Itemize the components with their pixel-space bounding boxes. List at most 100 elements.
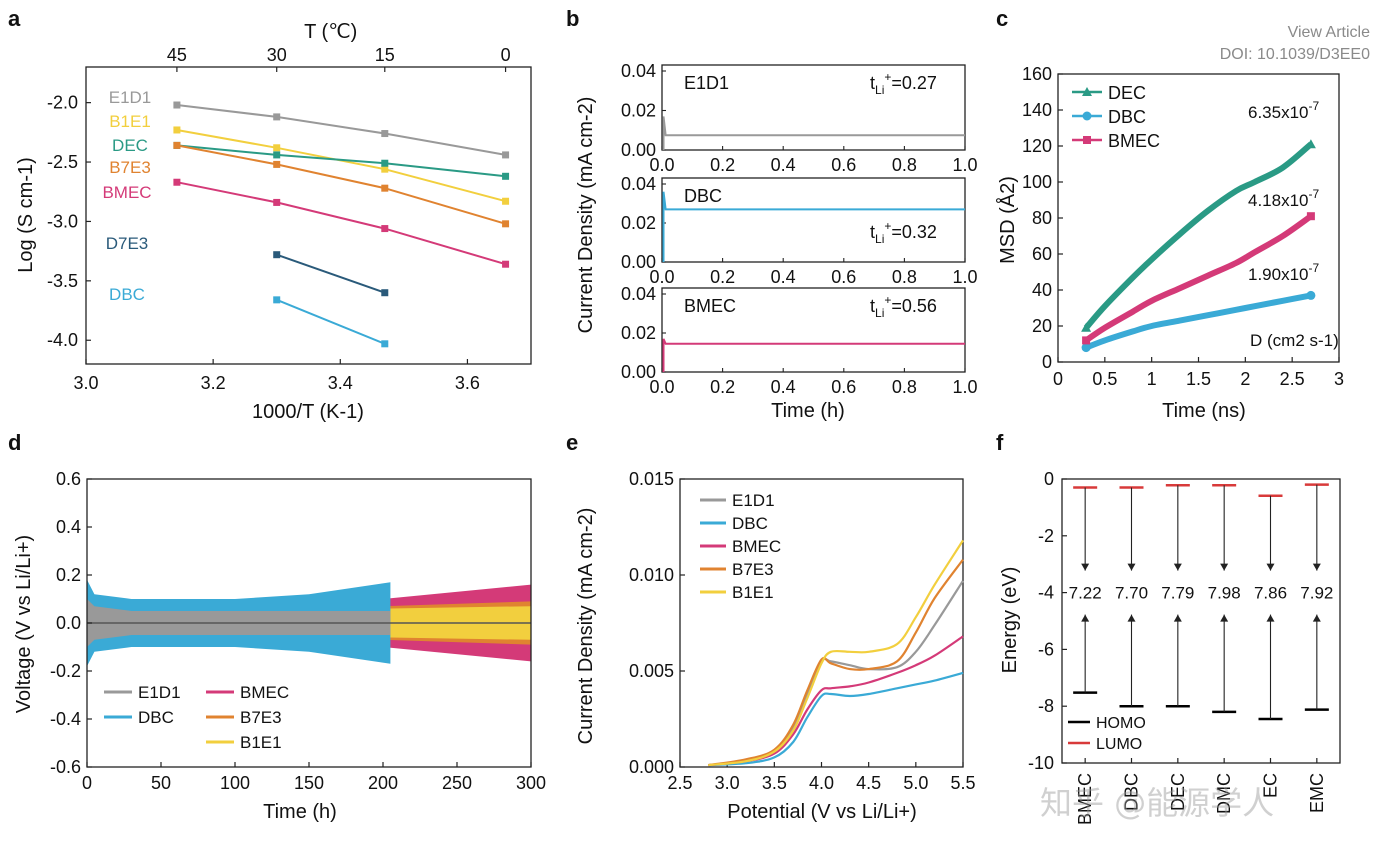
- legend-label-BMEC: BMEC: [732, 537, 781, 556]
- arrow-head-down: [1127, 563, 1136, 571]
- x-axis-title: Time (ns): [1162, 400, 1246, 422]
- transference-label-DBC: tLi+=0.32: [870, 219, 937, 246]
- x-tick-label: 3.5: [762, 773, 787, 793]
- transference-value: =0.32: [891, 222, 937, 242]
- panel-letter: f: [996, 430, 1004, 455]
- arrow-head-up: [1266, 614, 1275, 622]
- y-tick-label: 100: [1022, 172, 1052, 192]
- y-tick-label: 20: [1032, 316, 1052, 336]
- x-axis-title: 1000/T (K-1): [252, 401, 364, 423]
- legend-label-B7E3: B7E3: [240, 708, 282, 727]
- exponent: -7: [1309, 187, 1320, 201]
- series-line-BMEC: [662, 338, 965, 372]
- panel-letter: e: [566, 430, 578, 455]
- panel-letter: a: [8, 6, 21, 31]
- x-tick-label: 200: [368, 773, 398, 793]
- y-tick-label: 0.000: [629, 757, 674, 777]
- x-tick-label: 3.6: [455, 373, 480, 393]
- subscript: Li: [875, 306, 884, 320]
- y-tick-label: 0.6: [56, 469, 81, 489]
- arrow-head-up: [1127, 614, 1136, 622]
- series-line-B7E3: [176, 144, 506, 225]
- x-tick-label: 1: [1147, 369, 1157, 389]
- x-tick-label: 4.0: [809, 773, 834, 793]
- legend-label-DBC: DBC: [732, 514, 768, 533]
- series-label-D7E3: D7E3: [106, 234, 149, 253]
- data-point-BMEC: [1306, 212, 1315, 221]
- data-point-B7E3: [273, 160, 281, 168]
- data-point-DBC: [381, 340, 389, 348]
- x-tick-label: 5.5: [950, 773, 975, 793]
- y-tick-label: -2.5: [47, 152, 78, 172]
- x-tick-label: 0.6: [831, 267, 856, 287]
- y-tick-label: 0.04: [621, 284, 656, 304]
- x-tick-label: 0.0: [649, 155, 674, 175]
- data-point-D7E3: [273, 251, 281, 259]
- y-axis-title: Current Density (mA cm-2): [575, 97, 597, 334]
- view-article-link[interactable]: View Article: [1287, 24, 1370, 41]
- legend-label-DBC: DBC: [138, 708, 174, 727]
- y-tick-label: 40: [1032, 280, 1052, 300]
- subplot-label-DBC: DBC: [684, 186, 722, 206]
- y-tick-label: 0.010: [629, 565, 674, 585]
- legend-label-E1D1: E1D1: [732, 491, 775, 510]
- data-point-DEC: [273, 151, 281, 159]
- y-tick-label: 0.4: [56, 517, 81, 537]
- y-tick-label: -10: [1028, 753, 1054, 773]
- x-tick-label: 0.0: [649, 267, 674, 287]
- y-axis-title: Voltage (V vs Li/Li+): [13, 535, 35, 713]
- y-tick-label: 60: [1032, 244, 1052, 264]
- data-point-DBC: [273, 296, 281, 304]
- subscript: Li: [875, 83, 884, 97]
- gap-label-EC: 7.86: [1254, 584, 1287, 603]
- x-tick-label: 3.2: [201, 373, 226, 393]
- y-axis-title: Energy (eV): [999, 567, 1021, 674]
- y-tick-label: 0.2: [56, 565, 81, 585]
- series-label-B7E3: B7E3: [109, 158, 151, 177]
- diffusion-unit-label: D (cm2 s-1): [1250, 331, 1339, 350]
- arrow-head-down: [1173, 563, 1182, 571]
- subplot-label-BMEC: BMEC: [684, 296, 736, 316]
- gap-label-BMEC: 7.22: [1069, 584, 1102, 603]
- gap-label-DMC: 7.98: [1208, 584, 1241, 603]
- data-point-DEC: [381, 159, 389, 167]
- gap-label-DEC: 7.79: [1161, 584, 1194, 603]
- legend-label-BMEC: BMEC: [1108, 131, 1160, 151]
- legend-label-E1D1: E1D1: [138, 683, 181, 702]
- y-tick-label: 140: [1022, 100, 1052, 120]
- x-tick-label: 0.0: [649, 377, 674, 397]
- watermark: 知乎 @能源学人: [1040, 784, 1275, 822]
- x-tick-label: 0.2: [710, 377, 735, 397]
- x-tick-label: 150: [294, 773, 324, 793]
- data-point-B1E1: [502, 197, 510, 205]
- data-point-DEC: [502, 172, 510, 180]
- y-tick-label: -2.0: [47, 93, 78, 113]
- series-line-DEC: [1083, 141, 1313, 330]
- category-label-DMC: DMC: [1214, 773, 1234, 814]
- series-line-DBC: [1085, 292, 1312, 351]
- diffusion-label-DBC: 1.90x10-7: [1248, 261, 1319, 284]
- data-point-BMEC: [173, 178, 181, 186]
- data-point-B1E1: [173, 126, 181, 134]
- legend-label-BMEC: BMEC: [240, 683, 289, 702]
- diffusion-label-BMEC: 4.18x10-7: [1248, 187, 1319, 210]
- x-tick-label: 50: [151, 773, 171, 793]
- series-line-B1E1: [176, 129, 506, 203]
- category-label-BMEC: BMEC: [1075, 773, 1095, 825]
- data-point-E1D1: [273, 113, 281, 121]
- x-axis-title: Time (h): [263, 801, 337, 823]
- x-tick-label: 3.0: [73, 373, 98, 393]
- y-tick-label: -4: [1038, 583, 1054, 603]
- exponent: -7: [1309, 99, 1320, 113]
- legend-label-DBC: DBC: [1108, 107, 1146, 127]
- x-tick-label: 0.5: [1092, 369, 1117, 389]
- legend-label-B1E1: B1E1: [240, 733, 282, 752]
- y-tick-label: 0: [1042, 352, 1052, 372]
- x-tick-label: 1.0: [952, 155, 977, 175]
- y-tick-label: 80: [1032, 208, 1052, 228]
- series-line-D7E3: [276, 253, 386, 294]
- x-tick-label: 0.8: [892, 267, 917, 287]
- subscript: Li: [875, 232, 884, 246]
- top-axis-title: T (℃): [304, 21, 357, 43]
